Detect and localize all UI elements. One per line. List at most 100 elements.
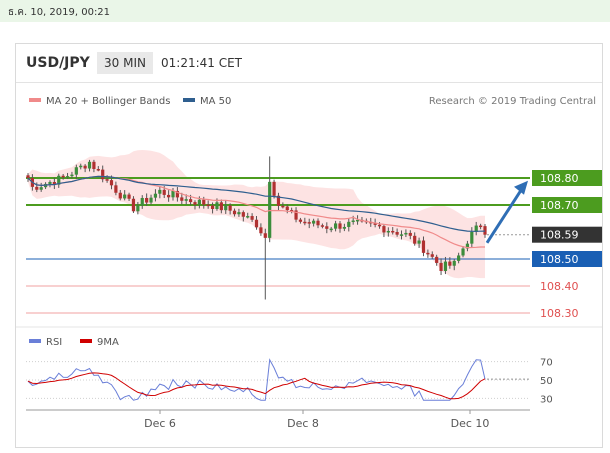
candle-body [452, 260, 456, 266]
resistance-label: 108.70 [540, 199, 579, 212]
candle-body [167, 194, 171, 198]
candle-body [417, 240, 421, 244]
candle-body [391, 230, 395, 233]
candle-body [342, 226, 346, 229]
rsi-swatch [29, 339, 41, 343]
candle-body [404, 232, 408, 235]
candle-body [136, 205, 140, 212]
candle-body [351, 220, 355, 223]
ma9-legend-label: 9MA [97, 337, 119, 348]
candle-body [421, 240, 426, 253]
candle-body [140, 197, 144, 206]
candle-body [180, 197, 184, 201]
candle-body [197, 199, 201, 205]
pivot-label-box [532, 251, 602, 267]
candle-body [386, 230, 390, 233]
candle-body [272, 181, 276, 196]
candle-body [303, 221, 307, 224]
ma50-legend-label: MA 50 [200, 96, 231, 107]
x-tick-label: Dec 6 [144, 417, 176, 430]
candle-body [413, 235, 417, 244]
timestamp-bar: ธ.ค. 10, 2019, 00:21 [0, 0, 610, 22]
candle-body [215, 202, 219, 209]
candle-body [109, 180, 114, 186]
candle-body [57, 175, 61, 185]
timestamp: ธ.ค. 10, 2019, 00:21 [8, 7, 111, 18]
ma20-legend-label: MA 20 + Bollinger Bands [46, 96, 170, 107]
candle-body [228, 205, 232, 211]
candle-body [285, 206, 289, 211]
candle-body [307, 222, 311, 224]
candle-body [312, 220, 316, 224]
candle-body [259, 227, 263, 234]
candle-body [290, 210, 294, 212]
resistance-label: 108.80 [540, 172, 579, 185]
support-label: 108.30 [540, 307, 579, 320]
candle-body [246, 216, 250, 218]
candle-body [193, 202, 197, 205]
candle-body [123, 194, 127, 199]
candle-body [175, 190, 180, 198]
rsi-panel: 30 50 70 [26, 358, 553, 405]
chart-legend: MA 20 + Bollinger Bands MA 50 Research ©… [29, 96, 596, 107]
rsi-tick-label: 70 [540, 358, 553, 369]
candle-body [254, 219, 259, 228]
candle-body [39, 187, 43, 190]
candle-body [114, 185, 118, 193]
candle-body [96, 169, 100, 171]
candle-body [461, 248, 465, 256]
candle-body [465, 243, 470, 249]
candle-body [87, 161, 92, 169]
candle-body [171, 190, 175, 198]
arrow-shaft [485, 187, 524, 244]
candle-body [347, 221, 351, 227]
candle-body [35, 186, 39, 190]
candle-body [408, 232, 412, 236]
candle-body [70, 174, 74, 177]
candle-body [294, 210, 298, 220]
rsi-tick-label: 50 [540, 376, 553, 387]
credit: Research © 2019 Trading Central [429, 96, 596, 107]
candle-body [435, 256, 439, 263]
candle-body [79, 165, 83, 168]
candle-body [298, 219, 303, 222]
last-price-label-box [532, 226, 602, 243]
candle-body [65, 176, 70, 178]
candle-body [105, 179, 109, 181]
candle-body [382, 226, 386, 233]
candle-body [329, 228, 333, 231]
candle-body [188, 199, 193, 203]
candle-body [268, 181, 272, 238]
candle-body [149, 197, 153, 203]
candle-body [281, 205, 285, 208]
candle-body [263, 233, 267, 238]
rsi-tick-label: 30 [540, 394, 553, 405]
ma50-swatch [183, 98, 195, 102]
candle-body [224, 205, 228, 211]
moving-averages [27, 175, 486, 249]
candle-body [127, 194, 131, 199]
target-arrow [485, 180, 528, 244]
candle-body [153, 193, 158, 198]
candle-body [448, 261, 452, 266]
timeframe-button[interactable]: 30 MIN [97, 52, 153, 74]
candle-body [219, 202, 223, 211]
ma50-line [27, 175, 486, 232]
candle-body [325, 226, 329, 229]
candle-body [430, 254, 434, 257]
candle-body [250, 216, 254, 220]
rsi-legend: RSI 9MA [29, 337, 119, 348]
candle-body [92, 161, 96, 170]
chart-header: USD/JPY 30 MIN 01:21:41 CET [16, 44, 602, 83]
candle-body [479, 225, 483, 228]
pivot-label: 108.50 [540, 253, 579, 266]
rsi-legend-label: RSI [46, 337, 62, 348]
candle-body [316, 220, 320, 226]
candle-body [26, 175, 30, 178]
candle-body [338, 223, 342, 229]
candle-body [52, 181, 56, 185]
candle-body [61, 175, 65, 178]
resistance-label-box [532, 170, 602, 186]
candle-body [237, 212, 241, 215]
